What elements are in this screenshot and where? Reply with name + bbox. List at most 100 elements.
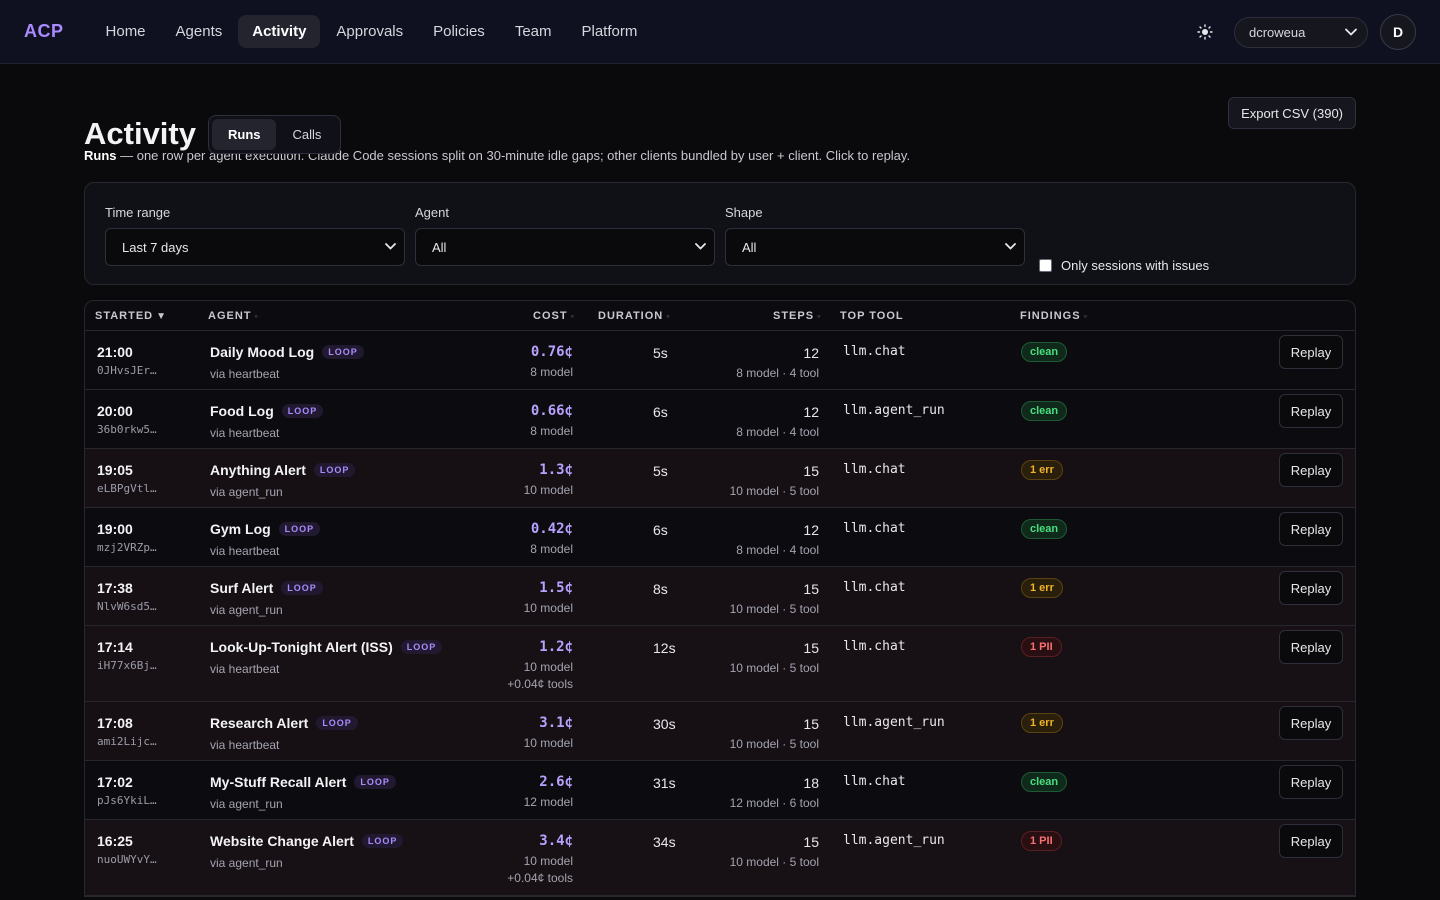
table-row[interactable]: 17:08 ami2Lijc… Research Alert LOOP via hear… — [85, 702, 1355, 761]
agent-name[interactable]: Gym Log LOOP — [210, 521, 321, 537]
app-logo[interactable]: ACP — [24, 21, 64, 41]
started-cell: 21:00 0JHvsJEr… — [97, 344, 197, 377]
time-range-filter: Time range Last 7 days — [105, 203, 405, 284]
agent-name-text: Website Change Alert — [210, 833, 354, 849]
replay-button[interactable]: Replay — [1279, 335, 1343, 369]
chevron-down-icon — [385, 241, 396, 253]
sort-icon: ◦ — [1083, 311, 1088, 321]
replay-button[interactable]: Replay — [1279, 453, 1343, 487]
run-cost: 1.3¢ — [539, 462, 573, 478]
nav-item-team[interactable]: Team — [514, 23, 552, 40]
cost-model-count: 10 model — [523, 660, 573, 674]
table-row[interactable]: 17:02 pJs6YkiL… My-Stuff Recall Alert LOOP v… — [85, 761, 1355, 820]
table-row[interactable]: 19:00 mzj2VRZp… Gym Log LOOP via heartbeat 0.… — [85, 508, 1355, 567]
agent-via: via heartbeat — [210, 544, 280, 558]
page-header: Activity Runs Calls Export CSV (390) — [84, 64, 1356, 154]
steps-breakdown: 10 model · 5 tool — [729, 855, 819, 869]
agent-via: via agent_run — [210, 856, 283, 870]
agent-name-text: Food Log — [210, 403, 274, 419]
tab-calls[interactable]: Calls — [292, 126, 322, 142]
nav-item-activity[interactable]: Activity — [238, 15, 321, 48]
column-header-steps[interactable]: STEPS ◦ — [773, 310, 821, 322]
steps-total: 12 — [803, 345, 819, 361]
run-id: 0JHvsJEr… — [97, 364, 157, 377]
agent-via: via heartbeat — [210, 662, 280, 676]
status-badge: clean — [1021, 401, 1068, 421]
nav-item-agents[interactable]: Agents — [175, 23, 223, 40]
nav-item-home[interactable]: Home — [105, 23, 146, 40]
cost-model-count: 10 model — [523, 736, 573, 750]
time-range-select[interactable]: Last 7 days — [105, 228, 405, 266]
tab-runs[interactable]: Runs — [211, 118, 277, 150]
shape-filter-label: Shape — [725, 205, 763, 220]
agent-name[interactable]: Daily Mood Log LOOP — [210, 344, 364, 360]
agent-name[interactable]: My-Stuff Recall Alert LOOP — [210, 774, 396, 790]
table-row[interactable]: 17:38 NlvW6sd5… Surf Alert LOOP via agent_ru… — [85, 567, 1355, 626]
status-badge: 1 PII — [1021, 831, 1062, 851]
table-row[interactable]: 21:00 0JHvsJEr… Daily Mood Log LOOP via hear… — [85, 331, 1355, 390]
table-row[interactable]: 17:14 iH77x6Bj… Look-Up-Tonight Alert (ISS… — [85, 626, 1355, 702]
started-cell: 20:00 36b0rkw5… — [97, 403, 197, 436]
replay-button[interactable]: Replay — [1279, 706, 1343, 740]
agent-name[interactable]: Surf Alert LOOP — [210, 580, 323, 596]
export-csv-button[interactable]: Export CSV (390) — [1228, 97, 1356, 129]
top-tool: llm.chat — [843, 521, 906, 536]
cost-cell: 1.5¢ 10 model — [473, 580, 573, 615]
steps-breakdown: 12 model · 6 tool — [729, 796, 819, 810]
time-range-value: Last 7 days — [122, 239, 189, 255]
nav-item-platform[interactable]: Platform — [581, 23, 638, 40]
sun-icon[interactable] — [1192, 19, 1218, 45]
started-cell: 17:02 pJs6YkiL… — [97, 774, 197, 807]
agent-via: via agent_run — [210, 485, 283, 499]
run-time: 19:05 — [97, 462, 133, 478]
run-cost: 1.5¢ — [539, 580, 573, 596]
loop-badge: LOOP — [354, 775, 396, 789]
agent-via: via heartbeat — [210, 738, 280, 752]
shape-select[interactable]: All — [725, 228, 1025, 266]
column-header-findings[interactable]: FINDINGS ◦ — [1020, 310, 1088, 322]
agent-filter-value: All — [432, 239, 447, 255]
chevron-down-icon — [695, 241, 706, 253]
table-row[interactable]: 20:00 36b0rkw5… Food Log LOOP via heartbeat 0… — [85, 390, 1355, 449]
replay-button[interactable]: Replay — [1279, 824, 1343, 858]
agent-name[interactable]: Website Change Alert LOOP — [210, 833, 404, 849]
steps-cell: 15 10 model · 5 tool — [685, 581, 819, 616]
column-header-cost[interactable]: COST ◦ — [533, 310, 575, 322]
agent-select[interactable]: All — [415, 228, 715, 266]
run-id: pJs6YkiL… — [97, 794, 157, 807]
column-header-agent[interactable]: AGENT ◦ — [208, 310, 259, 322]
column-header-top-tool: TOP TOOL — [840, 310, 904, 322]
findings-cell: clean — [1021, 772, 1068, 792]
steps-cell: 15 10 model · 5 tool — [685, 640, 819, 675]
replay-button[interactable]: Replay — [1279, 630, 1343, 664]
agent-name[interactable]: Research Alert LOOP — [210, 715, 358, 731]
loop-badge: LOOP — [361, 834, 404, 848]
org-select[interactable]: dcroweua — [1234, 16, 1368, 48]
replay-button[interactable]: Replay — [1279, 394, 1343, 428]
column-header-duration[interactable]: DURATION ◦ — [598, 310, 670, 322]
agent-name[interactable]: Look-Up-Tonight Alert (ISS) LOOP — [210, 639, 443, 655]
agent-name[interactable]: Anything Alert LOOP — [210, 462, 356, 478]
issues-only-checkbox[interactable] — [1039, 259, 1052, 272]
replay-button[interactable]: Replay — [1279, 765, 1343, 799]
nav-item-policies[interactable]: Policies — [433, 23, 485, 40]
column-header-started[interactable]: STARTED ▼ — [95, 310, 167, 322]
started-cell: 17:08 ami2Lijc… — [97, 715, 197, 748]
loop-badge: LOOP — [322, 345, 364, 359]
run-time: 19:00 — [97, 521, 133, 537]
replay-button[interactable]: Replay — [1279, 571, 1343, 605]
agent-via: via heartbeat — [210, 367, 280, 381]
table-row[interactable]: 19:05 eLBPgVtl… Anything Alert LOOP via agen… — [85, 449, 1355, 508]
agent-cell: Research Alert LOOP via heartbeat — [210, 715, 530, 752]
agent-cell: Anything Alert LOOP via agent_run — [210, 462, 530, 499]
agent-name[interactable]: Food Log LOOP — [210, 403, 324, 419]
replay-button[interactable]: Replay — [1279, 512, 1343, 546]
status-badge: 1 err — [1021, 460, 1063, 480]
steps-header-label: STEPS — [773, 310, 815, 322]
agent-header-label: AGENT — [208, 310, 252, 322]
avatar[interactable]: D — [1380, 14, 1416, 50]
run-id: nuoUWYvY… — [97, 853, 157, 866]
table-row[interactable]: 16:25 nuoUWYvY… Website Change Alert LOOP vi… — [85, 820, 1355, 896]
loop-badge: LOOP — [313, 463, 356, 477]
nav-item-approvals[interactable]: Approvals — [336, 23, 404, 40]
